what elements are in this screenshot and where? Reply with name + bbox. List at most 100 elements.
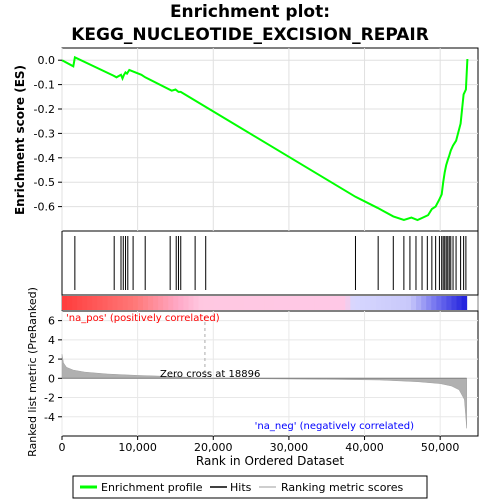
colorbar-band <box>82 296 88 310</box>
colorbar-band <box>426 296 432 310</box>
colorbar-layer <box>62 296 468 310</box>
colorbar-band <box>395 296 402 310</box>
colorbar-band <box>350 296 356 310</box>
metric-y-tick-label: 0 <box>48 372 55 385</box>
colorbar-band <box>137 296 144 310</box>
colorbar-band <box>461 296 468 310</box>
colorbar-band <box>264 296 270 310</box>
metric-y-tick-label: -4 <box>44 411 55 424</box>
colorbar-band <box>218 296 225 310</box>
x-tick-label: 10,000 <box>118 441 157 454</box>
colorbar-band <box>122 296 129 310</box>
es-y-tick-label: -0.1 <box>34 79 55 92</box>
colorbar-band <box>431 296 437 310</box>
colorbar-band <box>142 296 149 310</box>
colorbar-band <box>360 296 366 310</box>
metric-y-tick-label: 2 <box>48 353 55 366</box>
colorbar-band <box>244 296 250 310</box>
metric-layer <box>61 311 478 436</box>
x-axis-label: Rank in Ordered Dataset <box>196 454 344 468</box>
es-y-tick-label: -0.3 <box>34 127 55 140</box>
colorbar-band <box>92 296 98 310</box>
colorbar-band <box>446 296 452 310</box>
colorbar-band <box>309 296 316 310</box>
colorbar-band <box>385 296 392 310</box>
x-tick-label: 30,000 <box>270 441 309 454</box>
colorbar-band <box>67 296 73 310</box>
colorbar-band <box>355 296 361 310</box>
colorbar-band <box>319 296 326 310</box>
colorbar-band <box>375 296 382 310</box>
colorbar-band <box>188 296 195 310</box>
neg-correlated-label: 'na_neg' (negatively correlated) <box>255 421 414 432</box>
colorbar-band <box>249 296 255 310</box>
colorbar-band <box>147 296 154 310</box>
colorbar-band <box>269 296 275 310</box>
x-tick-label: 20,000 <box>194 441 233 454</box>
colorbar-band <box>233 296 240 310</box>
colorbar-band <box>274 296 281 310</box>
es-y-tick-label: 0.0 <box>38 54 56 67</box>
es-y-tick-label: -0.5 <box>34 176 55 189</box>
colorbar-band <box>330 296 336 310</box>
colorbar-band <box>112 296 119 310</box>
zero-cross-label: Zero cross at 18896 <box>160 369 260 380</box>
es-y-tick-label: -0.6 <box>34 201 55 214</box>
colorbar-band <box>223 296 230 310</box>
x-tick-label: 50,000 <box>421 441 460 454</box>
colorbar-band <box>436 296 442 310</box>
chart-title-line1: Enrichment plot: <box>170 2 330 22</box>
colorbar-band <box>198 296 205 310</box>
legend-hits-label: Hits <box>230 481 252 494</box>
colorbar-band <box>340 296 346 310</box>
colorbar-band <box>168 296 174 310</box>
colorbar-band <box>62 296 68 310</box>
colorbar-band <box>97 296 103 310</box>
colorbar-band <box>416 296 422 310</box>
chart-title-line2: KEGG_NUCLEOTIDE_EXCISION_REPAIR <box>71 25 429 45</box>
metric-y-axis-label: Ranked list metric (PreRanked) <box>26 287 39 457</box>
colorbar-band <box>203 296 210 310</box>
legend-box <box>72 475 428 499</box>
colorbar-band <box>405 296 412 310</box>
colorbar-band <box>117 296 124 310</box>
colorbar-band <box>77 296 83 310</box>
colorbar-band <box>380 296 387 310</box>
colorbar-band <box>72 296 78 310</box>
colorbar-band <box>411 296 417 310</box>
colorbar-band <box>289 296 296 310</box>
es-line-layer <box>61 55 469 222</box>
colorbar-band <box>299 296 306 310</box>
colorbar-band <box>127 296 134 310</box>
colorbar-band <box>400 296 407 310</box>
metric-y-tick-label: 6 <box>48 315 55 328</box>
colorbar-band <box>294 296 301 310</box>
es-y-axis-label: Enrichment score (ES) <box>13 65 27 215</box>
colorbar-band <box>208 296 215 310</box>
colorbar-band <box>451 296 458 310</box>
colorbar-band <box>193 296 200 310</box>
x-ticks: 0 10,000 20,000 30,000 40,000 50,000 <box>59 436 460 454</box>
colorbar-band <box>345 296 351 310</box>
colorbar-band <box>87 296 93 310</box>
x-tick-label: 40,000 <box>345 441 384 454</box>
colorbar-band <box>102 296 109 310</box>
metric-y-tick-label: -2 <box>44 392 55 405</box>
colorbar-band <box>259 296 265 310</box>
legend-metric-label: Ranking metric scores <box>281 481 403 494</box>
legend-es-label: Enrichment profile <box>101 481 203 494</box>
colorbar-band <box>304 296 311 310</box>
colorbar-band <box>178 296 184 310</box>
colorbar-band <box>239 296 245 310</box>
colorbar-band <box>213 296 220 310</box>
colorbar-band <box>365 296 372 310</box>
es-y-tick-label: -0.2 <box>34 103 55 116</box>
colorbar-band <box>132 296 139 310</box>
es-y-ticks: 0.0 -0.1 -0.2 -0.3 -0.4 -0.5 -0.6 <box>34 54 62 214</box>
colorbar-band <box>284 296 291 310</box>
colorbar-band <box>370 296 377 310</box>
colorbar-band <box>107 296 114 310</box>
metric-y-ticks: 6 4 2 0 -2 -4 <box>44 315 62 424</box>
